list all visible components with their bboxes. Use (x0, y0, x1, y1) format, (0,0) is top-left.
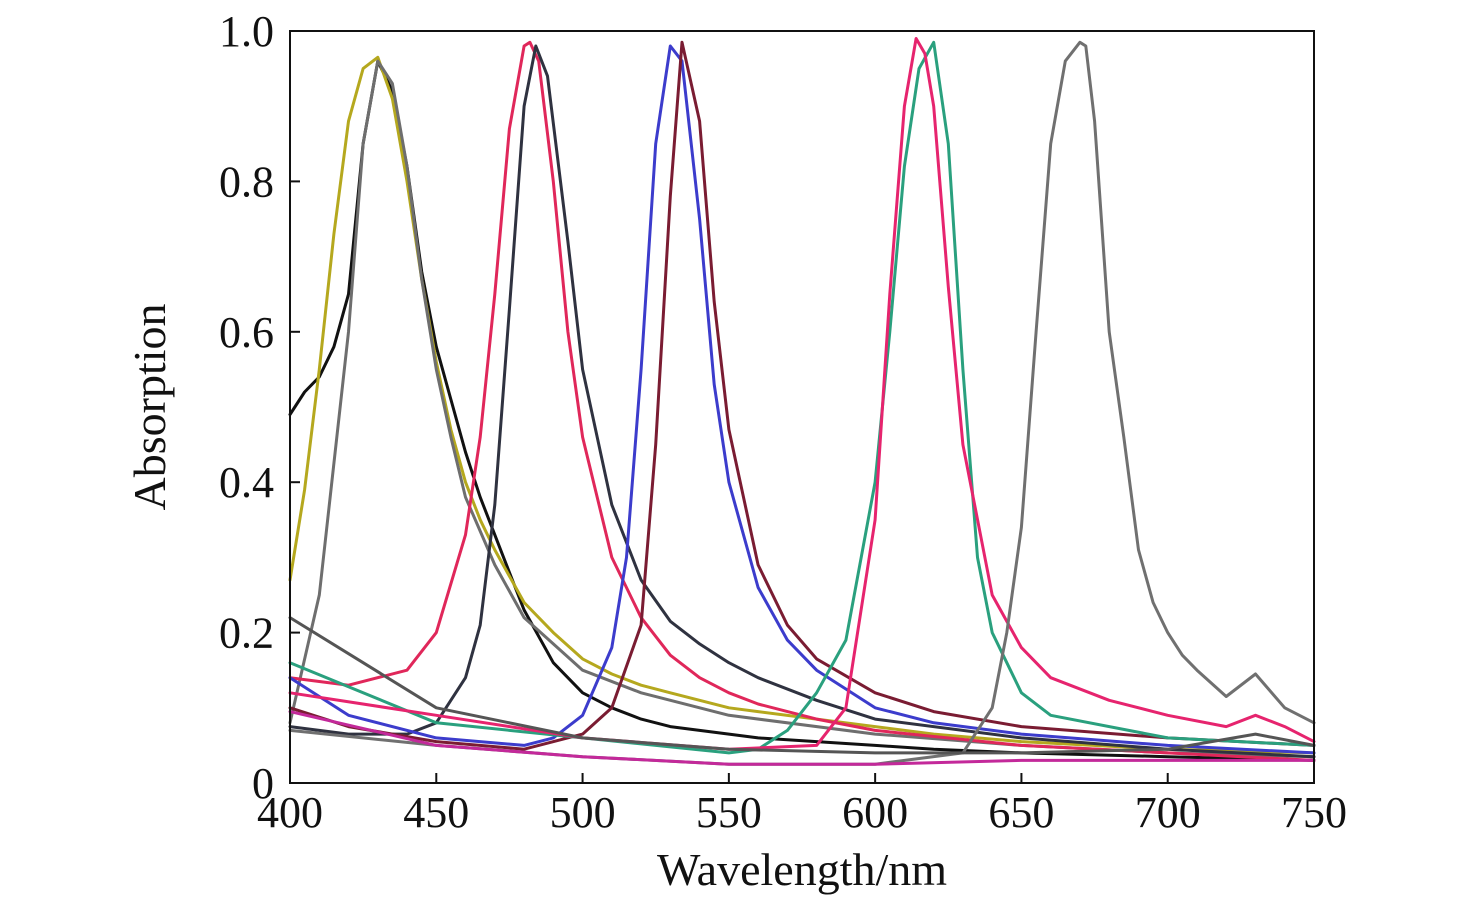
x-tick-label: 750 (1281, 788, 1347, 837)
x-tick-label: 500 (550, 788, 616, 837)
y-tick-label: 0.8 (219, 157, 274, 206)
x-tick-label: 700 (1135, 788, 1201, 837)
tick-labels: 400 450 500 550 600 650 700 750 0 0.2 0.4 0.6 0.8 1.0 (219, 7, 1347, 837)
series-line-9 (288, 37, 1316, 751)
series-line-3 (288, 59, 1316, 759)
y-tick-label: 0.6 (219, 308, 274, 357)
plot-background (290, 31, 1314, 783)
y-axis-title: Absorption (124, 304, 175, 511)
series-line-7 (288, 40, 1316, 751)
plot-area (290, 31, 1314, 783)
x-tick-label: 600 (842, 788, 908, 837)
x-tick-label: 400 (257, 788, 323, 837)
y-tick-label: 0 (252, 759, 274, 808)
series-line-10 (288, 40, 1316, 766)
y-tick-label: 1.0 (219, 7, 274, 56)
series-line-12 (288, 616, 1316, 755)
x-tick-label: 550 (696, 788, 762, 837)
plot-frame (289, 30, 1315, 784)
series-line-5 (288, 44, 1316, 759)
x-tick-label: 450 (403, 788, 469, 837)
y-tick-label: 0.2 (219, 609, 274, 658)
series-group (288, 37, 1316, 766)
x-tick-label: 650 (988, 788, 1054, 837)
axes (289, 30, 1315, 784)
x-axis-title: Wavelength/nm (657, 844, 947, 895)
y-tick-label: 0.4 (219, 458, 274, 507)
series-line-11 (288, 710, 1316, 766)
series-line-4 (288, 40, 1316, 762)
